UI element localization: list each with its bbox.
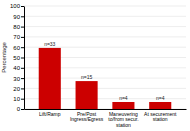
y-tick-mark	[21, 88, 24, 89]
y-tick-label: 50	[13, 55, 20, 61]
y-tick-label: 20	[13, 86, 20, 92]
y-tick-mark	[21, 58, 24, 59]
grid-line	[24, 36, 186, 37]
y-tick-mark	[21, 78, 24, 79]
y-tick-label: 10	[13, 96, 20, 102]
y-tick-label: 30	[13, 76, 20, 82]
y-tick: 100	[10, 3, 24, 9]
y-tick-mark	[21, 68, 24, 69]
x-axis: Lift/Ramp Pre/PostIngress/Egress Maneuveri…	[25, 110, 187, 128]
y-tick: 70	[13, 34, 24, 40]
y-tick: 60	[13, 45, 24, 51]
bar	[149, 102, 171, 109]
x-tick: Lift/Ramp	[39, 111, 61, 117]
grid-line	[24, 6, 186, 7]
y-axis-line	[24, 7, 25, 110]
y-tick: 10	[13, 96, 24, 102]
y-tick-label: 100	[10, 3, 21, 9]
x-tick-label: Maneuveringto/from secur.station	[108, 111, 138, 128]
y-axis-title: Percentage	[1, 42, 7, 73]
y-tick-label: 90	[13, 14, 20, 20]
y-tick-mark	[21, 6, 24, 7]
bars	[39, 48, 172, 109]
x-tick-label: Pre/PostIngress/Egress	[70, 111, 104, 123]
y-tick-label: 80	[13, 24, 20, 30]
grid-line	[24, 26, 186, 27]
annotation: n=15	[81, 74, 92, 80]
x-tick-label: Lift/Ramp	[39, 111, 61, 117]
y-tick-mark	[21, 16, 24, 17]
y-tick: 0	[17, 106, 24, 112]
annotation: n=4	[156, 95, 165, 101]
grid	[24, 6, 186, 109]
annotation: n=33	[44, 41, 55, 47]
y-tick: 40	[13, 65, 24, 71]
bar	[112, 102, 134, 109]
bar	[76, 81, 98, 109]
y-tick-mark	[21, 109, 24, 110]
y-tick-label: 40	[13, 65, 20, 71]
bar	[39, 48, 61, 109]
annotation: n=4	[119, 95, 128, 101]
y-tick-mark	[21, 47, 24, 48]
x-tick-label: At securementstation	[144, 111, 177, 123]
y-axis: 0 10 20 30 40 50 60 70 80 90 100	[10, 3, 25, 112]
y-tick-mark	[21, 27, 24, 28]
y-tick: 30	[13, 76, 24, 82]
y-tick-label: 70	[13, 34, 20, 40]
y-tick: 20	[13, 86, 24, 92]
y-tick: 90	[13, 14, 24, 20]
y-tick-mark	[21, 37, 24, 38]
x-tick: Pre/PostIngress/Egress	[70, 111, 104, 123]
x-tick: At securementstation	[144, 111, 177, 123]
y-tick-mark	[21, 99, 24, 100]
y-tick: 50	[13, 55, 24, 61]
x-tick: Maneuveringto/from secur.station	[108, 111, 138, 128]
y-tick-label: 60	[13, 45, 20, 51]
y-tick-label: 0	[17, 106, 21, 112]
y-tick: 80	[13, 24, 24, 30]
annotations: n=33 n=15 n=4 n=4	[44, 41, 165, 101]
grid-line	[24, 16, 186, 17]
chart: 0 10 20 30 40 50 60 70 80 90 100 Lift/Ramp Pre/PostI…	[0, 0, 190, 131]
